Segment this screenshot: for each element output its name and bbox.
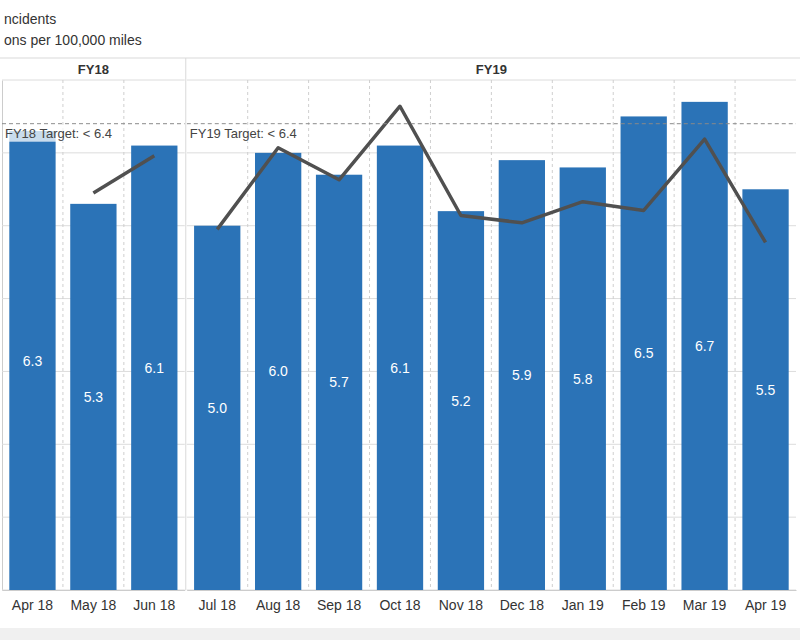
bar [560,167,606,590]
grid [2,80,185,590]
panel: FY19 5.0 6.0 5.7 6.1 5.2 5.9 5.8 6.5 6.7 5.5 FY19 T… [186,58,797,613]
column-divider [491,80,492,590]
data-label: 5.7 [329,374,349,390]
panel-title: FY18 [78,62,109,77]
footer-band [0,628,800,640]
data-label: 6.1 [390,360,410,376]
bar [438,211,484,590]
x-tick-label: Oct 18 [379,597,420,613]
bar [742,189,788,590]
bar [194,226,240,590]
bar [255,153,301,590]
x-tick: Oct 18 [379,590,420,613]
x-tick-label: Jun 18 [133,597,175,613]
x-tick-label: Jul 18 [199,597,237,613]
bar [621,116,667,590]
x-tick-label: Sep 18 [317,597,362,613]
column-divider [247,80,248,590]
header-line [0,58,800,59]
data-label: 5.5 [756,382,776,398]
column-divider [552,80,553,590]
y-axis [2,81,4,591]
line [93,156,154,193]
x-tick: Feb 19 [622,590,666,613]
x-tick: Nov 18 [439,590,484,613]
labels: 5.0 6.0 5.7 6.1 5.2 5.9 5.8 6.5 6.7 5.5 FY19 Targe… [188,125,776,416]
column-divider [613,80,614,590]
grid [187,80,796,590]
data-label: 5.9 [512,367,532,383]
x-tick: Jan 19 [562,590,604,613]
data-label: 5.0 [207,400,227,416]
data-label: 6.1 [145,360,165,376]
x-tick: Aug 18 [256,590,301,613]
bar [9,131,55,590]
x-tick-label: Feb 19 [622,597,666,613]
column-divider [430,80,431,590]
data-label: 6.0 [268,363,288,379]
x-tick-label: Dec 18 [500,597,545,613]
panel-title: FY19 [476,62,507,77]
data-label: 6.7 [695,338,715,354]
background [0,0,800,640]
x-tick: Apr 18 [12,590,53,613]
grid-line [2,80,185,81]
x-tick: Apr 19 [745,590,786,613]
data-label: 5.3 [84,389,104,405]
subtitle: ons per 100,000 miles [4,32,142,48]
marks [2,124,185,590]
labels: 6.3 5.3 6.1 FY18 Target: < 6.4 [3,125,164,405]
column-divider [369,80,370,590]
x-axis: Apr 18 May 18 Jun 18 [3,590,186,613]
x-axis: Jul 18 Aug 18 Sep 18 Oct 18 Nov 18 Dec 18 Jan … [187,590,796,613]
x-tick-label: Jan 19 [562,597,604,613]
bar [70,204,116,590]
target-label: FY19 Target: < 6.4 [190,126,297,141]
chart: ncidentsons per 100,000 milesFY186.35.36… [0,0,800,640]
column-divider [308,80,309,590]
data-label: 5.2 [451,393,471,409]
title: ncidents [4,11,56,27]
x-tick: Mar 19 [683,590,727,613]
x-tick-label: Aug 18 [256,597,301,613]
data-label: 6.3 [23,353,43,369]
bar [131,146,177,590]
panel-separator [185,58,186,590]
x-tick-label: May 18 [70,597,116,613]
bar [499,160,545,590]
target-label: FY18 Target: < 6.4 [5,126,112,141]
x-tick: May 18 [70,590,116,613]
target-line [187,123,796,124]
bar [681,102,727,590]
column-divider [735,80,736,590]
x-tick-label: Apr 18 [12,597,53,613]
column-divider [62,80,63,590]
x-tick-label: Nov 18 [439,597,484,613]
target-line [2,123,185,124]
target-label-bg [3,125,114,142]
x-tick-label: Apr 19 [745,597,786,613]
bar [377,146,423,590]
column-divider [674,80,675,590]
target-label-bg [188,125,299,142]
column-divider [123,80,124,590]
x-tick: Sep 18 [317,590,362,613]
marks [187,102,796,590]
x-axis-line [187,590,796,591]
x-tick: Jul 18 [199,590,237,613]
x-tick: Dec 18 [500,590,545,613]
x-tick: Jun 18 [133,590,175,613]
data-label: 5.8 [573,371,593,387]
x-axis-line [3,590,186,591]
data-label: 6.5 [634,345,654,361]
x-tick-label: Mar 19 [683,597,727,613]
bar [316,175,362,590]
line [217,106,765,242]
y-axis-line [2,81,3,591]
panel: FY18 6.3 5.3 6.1 FY18 Target: < 6.4 Apr 18 May… [2,62,185,613]
